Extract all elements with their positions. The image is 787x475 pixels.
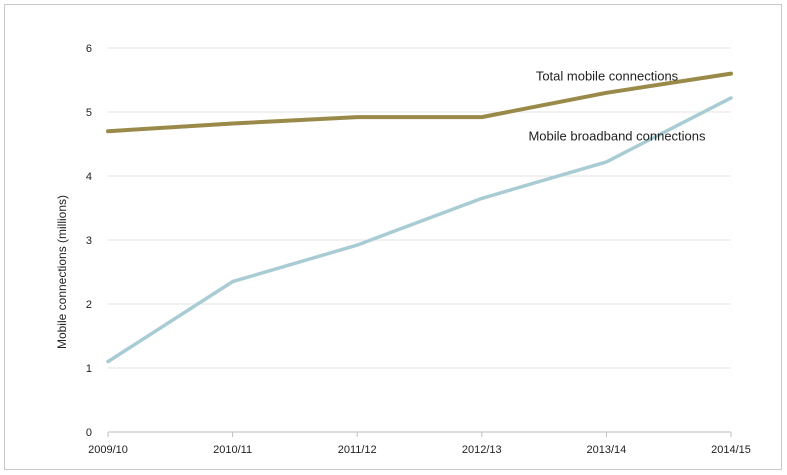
y-tick-label: 3 <box>86 235 92 247</box>
y-tick-label: 6 <box>86 43 92 55</box>
series-label: Mobile broadband connections <box>528 128 706 143</box>
series-label: Total mobile connections <box>536 69 679 84</box>
y-axis-title: Mobile connections (millions) <box>55 195 69 349</box>
series-lines <box>106 71 733 364</box>
x-tick-label: 2011/12 <box>338 444 377 456</box>
series-labels: Total mobile connections Mobile broadband… <box>528 69 706 144</box>
y-tick-label: 0 <box>86 427 92 439</box>
x-tick-label: 2014/15 <box>711 444 751 456</box>
gridlines <box>108 47 731 369</box>
x-tick-label: 2013/14 <box>587 444 627 456</box>
y-tick-labels: 0 1 2 3 4 5 6 <box>86 43 92 439</box>
x-tick-label: 2009/10 <box>88 444 128 456</box>
series-line-total <box>106 71 733 134</box>
x-axis <box>107 431 732 437</box>
y-tick-label: 5 <box>86 107 92 119</box>
x-tick-labels: 2009/10 2010/11 2011/12 2012/13 2013/14 2014/… <box>88 444 751 456</box>
x-tick-label: 2012/13 <box>462 444 502 456</box>
y-tick-label: 1 <box>86 363 92 375</box>
y-tick-label: 2 <box>86 299 92 311</box>
series-line-broadband <box>106 96 733 364</box>
x-tick-label: 2010/11 <box>213 444 252 456</box>
y-tick-label: 4 <box>86 171 92 183</box>
chart-frame <box>4 4 782 470</box>
